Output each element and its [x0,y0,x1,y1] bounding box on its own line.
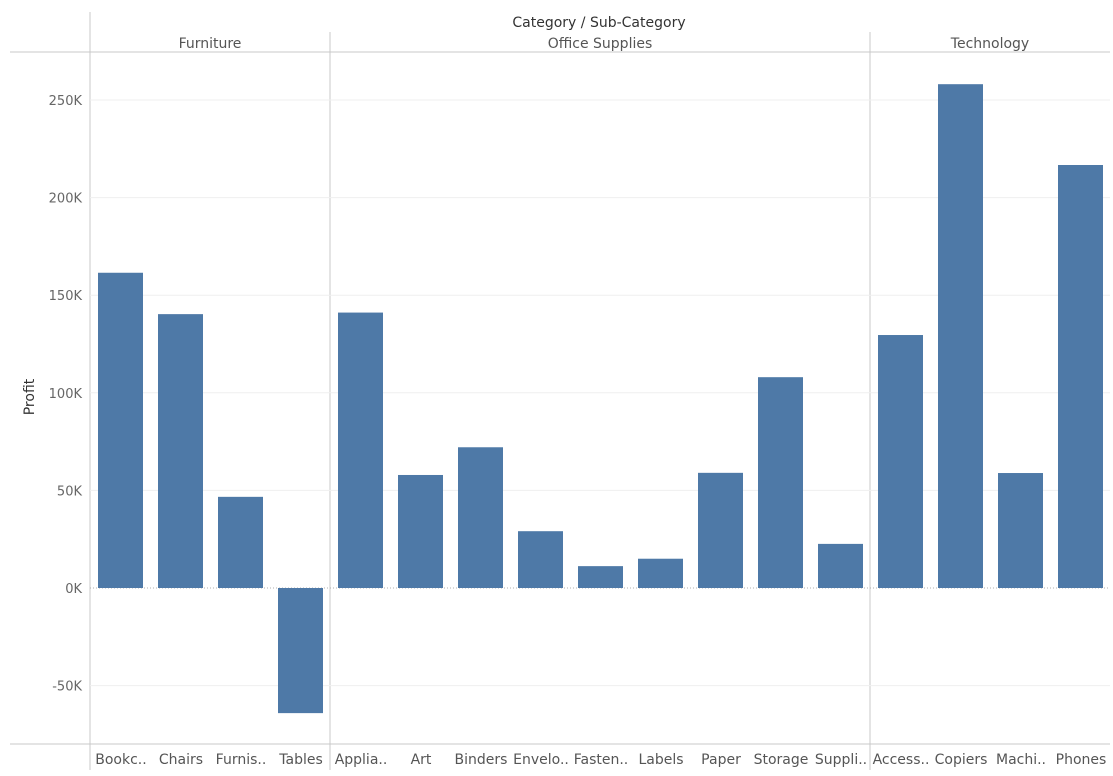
x-tick-label: Envelo.. [513,752,569,768]
x-tick-label: Furnis.. [216,752,267,768]
x-tick-label: Binders [455,752,508,768]
bar [878,335,923,588]
bar [998,473,1043,588]
category-header-furniture: Furniture [179,36,242,52]
bar [278,588,323,714]
x-tick-label: Art [411,752,432,768]
bar [338,312,383,588]
chart-header-title: Category / Sub-Category [512,15,685,31]
bar [518,531,563,588]
x-tick-label: Bookc.. [95,752,146,768]
y-axis-title: Profit [22,378,38,415]
category-header-technology: Technology [950,36,1029,52]
y-tick-label: 100K [49,387,83,402]
bar [218,496,263,588]
x-tick-label: Phones [1056,752,1107,768]
x-tick-label: Labels [638,752,683,768]
bar [698,472,743,588]
x-tick-label: Fasten.. [574,752,629,768]
x-tick-label: Machi.. [996,752,1046,768]
bar [578,566,623,588]
x-tick-label: Chairs [159,752,203,768]
category-headers: Furniture Office Supplies Technology [179,36,1030,52]
y-tick-label: 250K [49,94,83,109]
bar [758,377,803,588]
bar [458,447,503,588]
x-tick-label: Access.. [873,752,930,768]
y-tick-label: 150K [49,289,83,304]
category-header-office-supplies: Office Supplies [548,36,653,52]
x-tick-label: Paper [701,752,741,768]
y-tick-label: 200K [49,192,83,207]
y-tick-label: 0K [65,582,82,597]
x-tick-label: Copiers [935,752,988,768]
x-tick-label: Tables [278,752,323,768]
y-tick-label: -50K [52,680,82,695]
bar [158,314,203,588]
y-tick-label: 50K [57,484,83,499]
bar [638,558,683,588]
bar [938,84,983,589]
bar [818,543,863,588]
x-axis: Bookc.. Chairs Furnis.. Tables Applia.. Art Bi… [95,752,1106,768]
bars-layer [98,84,1103,714]
y-axis: 250K 200K 150K 100K 50K 0K -50K [49,94,83,695]
bar [98,272,143,588]
x-tick-label: Applia.. [335,752,388,768]
bar [398,474,443,588]
x-tick-label: Storage [754,752,809,768]
x-tick-label: Suppli.. [815,752,867,768]
chart-frame [10,12,1110,770]
bar [1058,165,1103,589]
